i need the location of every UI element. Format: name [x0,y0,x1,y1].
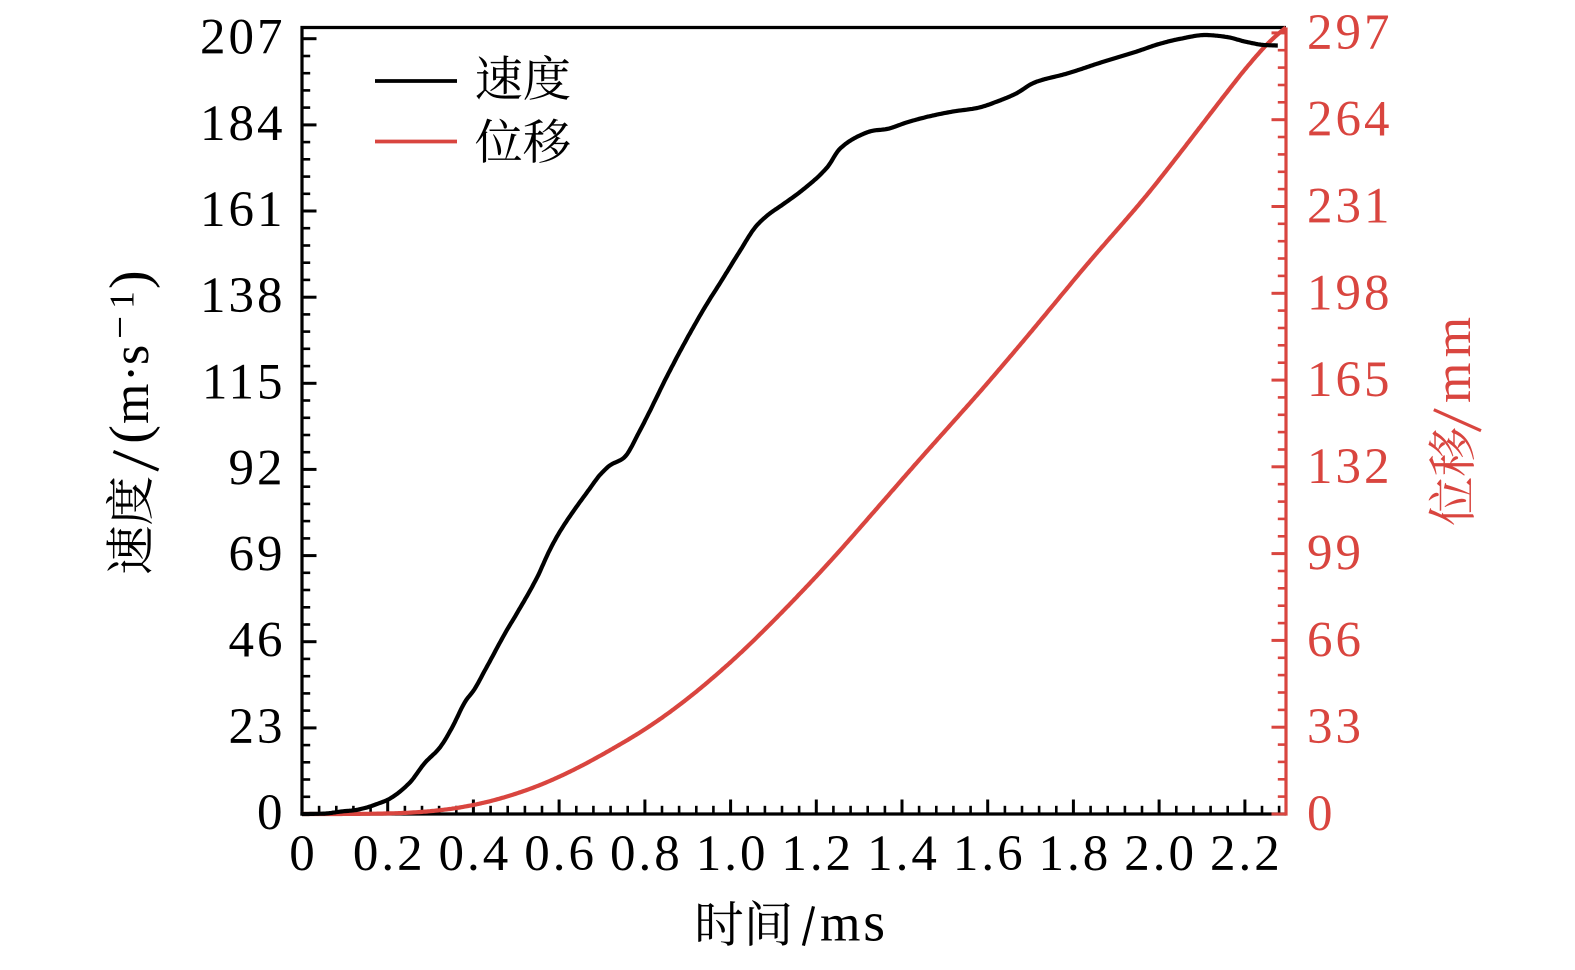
svg-text:92: 92 [229,440,286,496]
svg-text:−: − [97,316,143,339]
svg-text:46: 46 [229,613,286,669]
svg-text:s: s [103,345,160,365]
svg-text:1.6: 1.6 [953,826,1026,882]
svg-text:0.6: 0.6 [524,826,597,882]
svg-text:33: 33 [1307,699,1364,755]
svg-text:0: 0 [257,785,286,841]
svg-text:): ) [99,270,161,289]
svg-text:m: m [103,384,160,424]
svg-text:1: 1 [103,291,142,309]
svg-text:0.8: 0.8 [610,826,683,882]
svg-text:(: ( [99,425,161,444]
svg-text:0: 0 [289,826,318,882]
svg-text:184: 184 [200,96,286,152]
svg-text:264: 264 [1307,92,1393,148]
svg-text:132: 132 [1307,439,1393,495]
svg-text:2.2: 2.2 [1210,826,1283,882]
svg-text:23: 23 [229,699,286,755]
svg-text:165: 165 [1307,352,1393,408]
svg-text:297: 297 [1307,5,1393,61]
svg-text:161: 161 [200,182,286,238]
svg-text:231: 231 [1307,179,1393,235]
svg-text:·: · [103,365,160,382]
svg-text:207: 207 [200,10,286,66]
svg-text:0.2: 0.2 [353,826,426,882]
svg-text:69: 69 [229,527,286,583]
svg-text:115: 115 [202,354,286,410]
svg-text:66: 66 [1307,612,1364,668]
svg-text:m: m [1425,363,1482,403]
svg-text:1.4: 1.4 [867,826,940,882]
svg-text:1.2: 1.2 [781,826,854,882]
svg-text:99: 99 [1307,526,1364,582]
svg-text:0: 0 [1307,786,1336,842]
svg-text:2.0: 2.0 [1124,826,1197,882]
svg-text:198: 198 [1307,265,1393,321]
svg-text:s: s [863,892,885,954]
svg-text:138: 138 [200,268,286,324]
svg-text:0.4: 0.4 [439,826,512,882]
svg-text:m: m [820,896,860,953]
svg-text:m: m [1425,317,1482,357]
svg-text:1.8: 1.8 [1039,826,1112,882]
svg-text:1.0: 1.0 [696,826,769,882]
